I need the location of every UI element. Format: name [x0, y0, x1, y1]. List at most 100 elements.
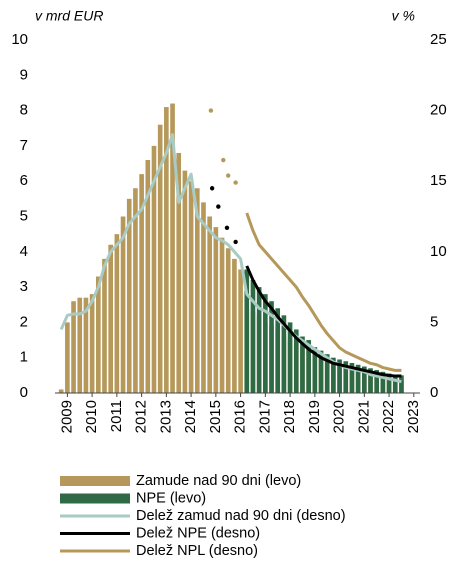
- bar: [386, 373, 392, 393]
- dot: [221, 157, 226, 163]
- bar: [232, 258, 237, 393]
- bar: [207, 216, 212, 393]
- bar: [83, 297, 89, 393]
- y2-tick-label: 20: [430, 102, 447, 119]
- bar: [355, 364, 361, 393]
- legend-label: NPE (levo): [136, 490, 206, 506]
- bar: [225, 248, 231, 393]
- y-tick-label: 2: [20, 313, 28, 330]
- x-tick-label: 2010: [83, 400, 100, 433]
- bar: [182, 170, 188, 393]
- y-tick-label: 9: [20, 66, 28, 83]
- x-tick-label: 2022: [380, 400, 397, 433]
- bar: [170, 103, 175, 393]
- bar: [58, 389, 64, 393]
- bar: [126, 198, 132, 393]
- bar: [275, 308, 281, 393]
- bar: [176, 152, 182, 393]
- bar: [77, 297, 83, 393]
- bar: [151, 145, 157, 393]
- y2-tick-label: 0: [430, 384, 438, 401]
- bar: [71, 301, 76, 393]
- bar: [306, 340, 311, 393]
- bar: [362, 366, 367, 393]
- bar: [201, 202, 206, 393]
- legend-label: Delež NPL (desno): [136, 543, 258, 559]
- y-axis-label: v mrd EUR: [35, 8, 103, 24]
- bar: [380, 371, 386, 393]
- bar: [368, 368, 373, 393]
- bar: [392, 375, 398, 393]
- y-tick-label: 4: [20, 243, 28, 260]
- y2-tick-label: 10: [430, 243, 447, 260]
- bar: [287, 322, 293, 393]
- y-tick-label: 8: [20, 102, 28, 119]
- y2-tick-label: 15: [430, 172, 447, 189]
- bar: [293, 329, 299, 393]
- bar: [133, 188, 138, 393]
- x-tick-label: 2023: [405, 400, 422, 433]
- legend-swatch: [60, 493, 130, 504]
- bar: [108, 244, 113, 393]
- x-tick-label: 2016: [232, 400, 249, 433]
- bar: [194, 188, 200, 393]
- bar: [263, 294, 268, 393]
- bar: [349, 362, 355, 393]
- bar: [374, 370, 380, 393]
- bar: [219, 237, 225, 393]
- bar: [95, 276, 101, 393]
- bar: [331, 357, 336, 393]
- bar: [281, 315, 287, 393]
- bar: [145, 160, 151, 393]
- bar: [139, 174, 144, 393]
- legend-label: Zamude nad 90 dni (levo): [136, 473, 301, 489]
- dot: [208, 108, 214, 113]
- legend-label: Delež NPE (desno): [136, 525, 260, 541]
- y-tick-label: 3: [20, 278, 28, 295]
- bar: [312, 347, 318, 393]
- dot: [209, 186, 215, 191]
- y-tick-label: 10: [11, 31, 28, 48]
- legend-swatch: [60, 476, 130, 486]
- bar: [337, 359, 342, 393]
- x-tick-label: 2011: [108, 400, 125, 432]
- x-tick-label: 2020: [331, 400, 348, 433]
- dot: [233, 180, 238, 185]
- legend-label: Delež zamud nad 90 dni (desno): [136, 508, 346, 524]
- bar: [89, 294, 95, 393]
- x-tick-label: 2017: [256, 400, 273, 433]
- bar: [250, 280, 256, 393]
- y-tick-label: 7: [20, 137, 28, 154]
- y2-tick-label: 25: [430, 31, 447, 48]
- y2-tick-label: 5: [430, 313, 438, 330]
- x-tick-label: 2009: [58, 400, 75, 433]
- bar: [157, 124, 163, 393]
- x-tick-label: 2012: [133, 400, 150, 433]
- y-tick-label: 5: [20, 207, 28, 224]
- bar: [399, 375, 404, 393]
- x-tick-label: 2019: [306, 400, 323, 433]
- bar: [120, 216, 126, 393]
- y-tick-label: 6: [20, 172, 28, 189]
- dot: [233, 239, 238, 245]
- bar: [343, 361, 349, 393]
- y2-axis-label: v %: [392, 8, 415, 24]
- dot: [216, 204, 221, 209]
- bar: [324, 354, 330, 393]
- dot: [226, 173, 231, 178]
- bar: [164, 107, 169, 393]
- bar: [318, 350, 324, 393]
- line: [245, 212, 402, 372]
- bar: [188, 181, 194, 393]
- line: [245, 265, 402, 378]
- bar: [300, 336, 305, 393]
- x-tick-label: 2018: [281, 400, 298, 433]
- x-tick-label: 2013: [157, 400, 174, 433]
- bar: [114, 234, 120, 393]
- x-tick-label: 2015: [207, 400, 224, 433]
- y-tick-label: 0: [20, 384, 28, 401]
- bar: [238, 269, 243, 393]
- bar: [244, 269, 250, 393]
